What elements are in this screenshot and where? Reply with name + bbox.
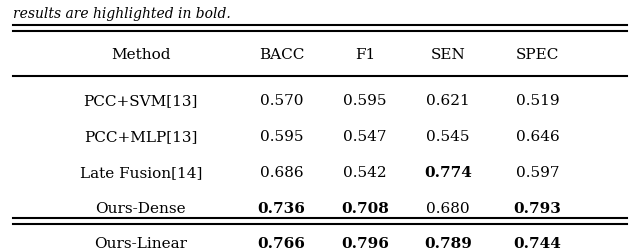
Text: 0.708: 0.708 xyxy=(341,202,388,216)
Text: 0.680: 0.680 xyxy=(426,202,470,216)
Text: 0.744: 0.744 xyxy=(514,237,561,249)
Text: Method: Method xyxy=(111,48,170,62)
Text: 0.597: 0.597 xyxy=(516,166,559,180)
Text: 0.595: 0.595 xyxy=(260,130,303,144)
Text: BACC: BACC xyxy=(259,48,304,62)
Text: SEN: SEN xyxy=(431,48,465,62)
Text: 0.774: 0.774 xyxy=(424,166,472,180)
Text: Ours-Linear: Ours-Linear xyxy=(94,237,188,249)
Text: 0.542: 0.542 xyxy=(343,166,387,180)
Text: 0.793: 0.793 xyxy=(514,202,561,216)
Text: 0.570: 0.570 xyxy=(260,94,303,108)
Text: SPEC: SPEC xyxy=(516,48,559,62)
Text: 0.547: 0.547 xyxy=(343,130,387,144)
Text: 0.621: 0.621 xyxy=(426,94,470,108)
Text: 0.646: 0.646 xyxy=(516,130,559,144)
Text: 0.736: 0.736 xyxy=(258,202,305,216)
Text: PCC+MLP[13]: PCC+MLP[13] xyxy=(84,130,198,144)
Text: 0.519: 0.519 xyxy=(516,94,559,108)
Text: Ours-Dense: Ours-Dense xyxy=(95,202,186,216)
Text: PCC+SVM[13]: PCC+SVM[13] xyxy=(84,94,198,108)
Text: 0.595: 0.595 xyxy=(343,94,387,108)
Text: results are highlighted in bold.: results are highlighted in bold. xyxy=(13,7,230,21)
Text: 0.766: 0.766 xyxy=(258,237,305,249)
Text: F1: F1 xyxy=(355,48,375,62)
Text: Late Fusion[14]: Late Fusion[14] xyxy=(79,166,202,180)
Text: 0.545: 0.545 xyxy=(426,130,470,144)
Text: 0.789: 0.789 xyxy=(424,237,472,249)
Text: 0.686: 0.686 xyxy=(260,166,303,180)
Text: 0.796: 0.796 xyxy=(341,237,388,249)
